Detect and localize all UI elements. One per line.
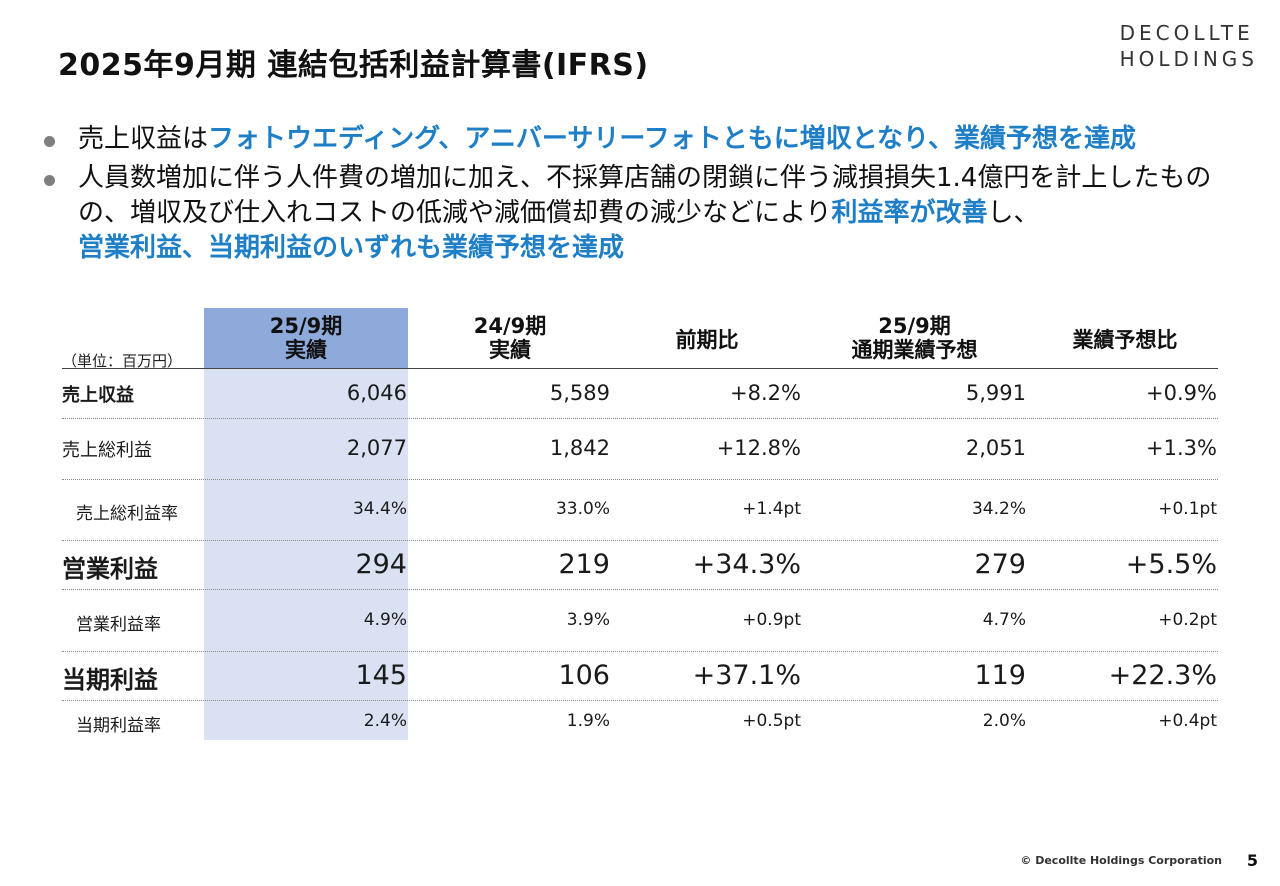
cell-forecast: 119 — [974, 660, 1026, 691]
column-header-forecast: 25/9期 通期業績予想 — [812, 314, 1017, 362]
header-line: 前期比 — [675, 328, 739, 352]
cell-forecast: 2.0% — [982, 711, 1026, 731]
row-divider — [62, 540, 1218, 541]
bullet-highlight: 利益率が改善 — [831, 198, 988, 228]
cell-vs-forecast: +0.4pt — [1158, 711, 1217, 731]
row-label: 当期利益 — [62, 666, 158, 694]
bullet-dot-icon — [44, 175, 55, 186]
cell-forecast: 34.2% — [971, 499, 1026, 519]
header-line: 25/9期 — [878, 314, 951, 338]
row-label: 営業利益率 — [76, 615, 161, 635]
row-divider — [62, 651, 1218, 652]
cell-current-actual: 294 — [355, 549, 407, 580]
row-label: 営業利益 — [62, 555, 158, 583]
cell-vs-forecast: +22.3% — [1108, 660, 1217, 691]
header-line: 24/9期 — [473, 314, 547, 338]
cell-yoy: +1.4pt — [742, 499, 801, 519]
cell-prior-actual: 33.0% — [555, 499, 610, 519]
cell-prior-actual: 3.9% — [566, 610, 610, 630]
cell-forecast: 4.7% — [982, 610, 1026, 630]
row-divider — [62, 418, 1218, 419]
bullet-dot-icon — [44, 136, 55, 147]
cell-prior-actual: 219 — [558, 549, 610, 580]
header-rule — [62, 368, 1218, 369]
row-divider — [62, 589, 1218, 590]
cell-current-actual: 34.4% — [352, 499, 407, 519]
header-line: 実績 — [489, 338, 531, 362]
cell-yoy: +12.8% — [716, 436, 801, 460]
cell-vs-forecast: +0.9% — [1146, 381, 1217, 405]
column-header-yoy: 前期比 — [612, 328, 802, 352]
header-line: 25/9期 — [269, 314, 343, 338]
row-label: 売上総利益率 — [76, 504, 178, 524]
cell-prior-actual: 5,589 — [549, 381, 610, 405]
header-line: 通期業績予想 — [851, 338, 978, 362]
cell-yoy: +0.9pt — [742, 610, 801, 630]
cell-yoy: +8.2% — [730, 381, 801, 405]
column-header-prior-actual: 24/9期 実績 — [410, 314, 610, 362]
company-logo: DECOLLTE HOLDINGS — [1120, 20, 1258, 72]
bullet-text: 売上収益は — [78, 124, 209, 154]
cell-prior-actual: 106 — [558, 660, 610, 691]
cell-current-actual: 6,046 — [346, 381, 407, 405]
cell-current-actual: 2,077 — [346, 436, 407, 460]
cell-vs-forecast: +1.3% — [1146, 436, 1217, 460]
row-label: 売上収益 — [62, 385, 134, 406]
bullet-item: 売上収益はフォトウエディング、アニバーサリーフォトともに増収となり、業績予想を達… — [40, 122, 1260, 157]
unit-label: （単位：百万円） — [62, 352, 183, 370]
summary-bullets: 売上収益はフォトウエディング、アニバーサリーフォトともに増収となり、業績予想を達… — [40, 122, 1260, 270]
header-line: 業績予想比 — [1072, 328, 1178, 352]
highlight-column-header-band — [204, 308, 408, 368]
row-label: 売上総利益 — [62, 440, 152, 461]
page-number: 5 — [1246, 851, 1258, 870]
cell-vs-forecast: +0.2pt — [1158, 610, 1217, 630]
cell-forecast: 2,051 — [965, 436, 1026, 460]
bullet-highlight: フォトウエディング、アニバーサリーフォトともに増収となり、業績予想を達成 — [208, 124, 1136, 154]
cell-yoy: +0.5pt — [742, 711, 801, 731]
row-label: 当期利益率 — [76, 716, 161, 736]
bullet-text: し、 — [987, 198, 1040, 228]
row-divider — [62, 700, 1218, 701]
logo-line-1: DECOLLTE — [1119, 21, 1254, 45]
cell-current-actual: 145 — [355, 660, 407, 691]
column-header-current-actual: 25/9期 実績 — [204, 314, 408, 362]
logo-line-2: HOLDINGS — [1119, 47, 1258, 71]
cell-yoy: +34.3% — [692, 549, 801, 580]
bullet-highlight: 営業利益、当期利益のいずれも業績予想を達成 — [78, 233, 625, 263]
cell-current-actual: 2.4% — [363, 711, 407, 731]
copyright-text: © Decollte Holdings Corporation — [1020, 854, 1222, 867]
cell-vs-forecast: +5.5% — [1125, 549, 1217, 580]
header-line: 実績 — [285, 338, 327, 362]
row-divider — [62, 479, 1218, 480]
highlight-column-band — [204, 308, 408, 740]
page-title: 2025年9月期 連結包括利益計算書(IFRS) — [58, 48, 649, 83]
cell-prior-actual: 1,842 — [549, 436, 610, 460]
cell-forecast: 5,991 — [965, 381, 1026, 405]
bullet-text: 人員数増加に伴う人件費の増加に加え、不採算店舗の閉鎖に伴う減損損失1.4億円を計… — [78, 163, 1212, 228]
cell-prior-actual: 1.9% — [566, 711, 610, 731]
cell-yoy: +37.1% — [692, 660, 801, 691]
bullet-item: 人員数増加に伴う人件費の増加に加え、不採算店舗の閉鎖に伴う減損損失1.4億円を計… — [40, 161, 1260, 266]
column-header-vs-forecast: 業績予想比 — [1030, 328, 1220, 352]
cell-vs-forecast: +0.1pt — [1158, 499, 1217, 519]
cell-current-actual: 4.9% — [363, 610, 407, 630]
cell-forecast: 279 — [974, 549, 1026, 580]
